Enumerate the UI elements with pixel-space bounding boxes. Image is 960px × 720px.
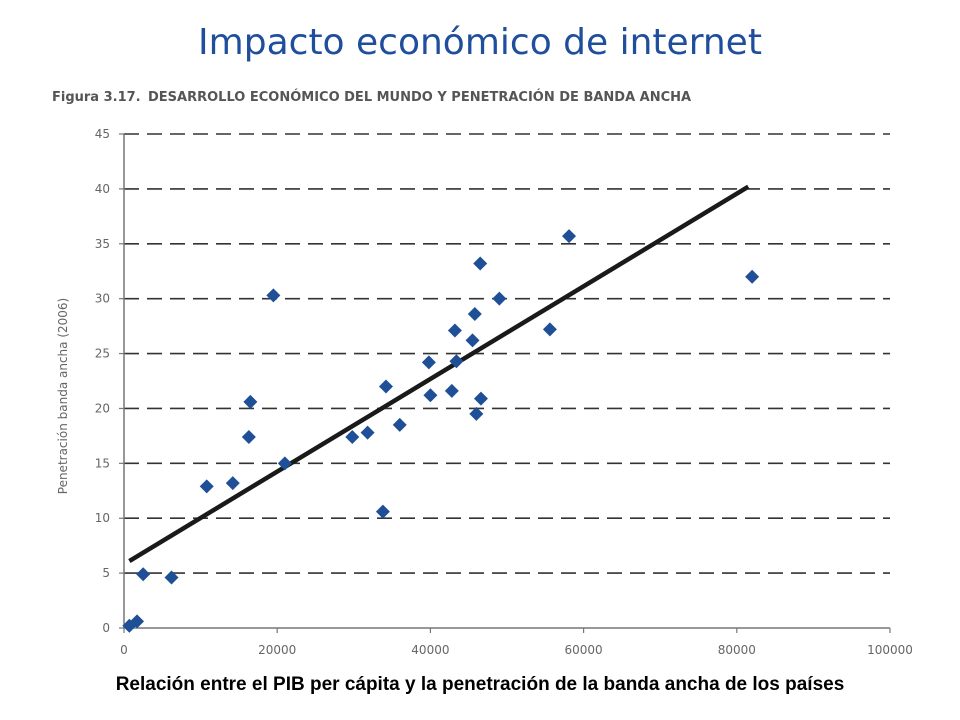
data-point	[130, 614, 145, 629]
data-point	[469, 406, 484, 421]
data-point	[542, 322, 557, 337]
x-tick-label: 40000	[411, 643, 449, 657]
data-point	[745, 269, 760, 284]
data-point	[447, 323, 462, 338]
x-tick-label: 60000	[565, 643, 603, 657]
data-point	[562, 229, 577, 244]
data-point	[375, 504, 390, 519]
data-point	[449, 354, 464, 369]
data-point	[421, 355, 436, 370]
slide-title: Impacto económico de internet	[198, 22, 762, 63]
data-point	[473, 256, 488, 271]
y-axis-title: Penetración banda ancha (2006)	[56, 298, 70, 494]
y-tick-label: 15	[95, 456, 110, 470]
y-tick-label: 5	[102, 566, 110, 580]
y-tick-label: 10	[95, 511, 110, 525]
slide-caption: Relación entre el PIB per cápita y la pe…	[115, 674, 845, 695]
y-tick-label: 35	[95, 237, 110, 251]
data-point	[492, 291, 507, 306]
y-tick-label: 30	[95, 292, 110, 306]
trendline	[128, 184, 750, 563]
y-tick-label: 25	[95, 347, 110, 361]
y-tick-label: 40	[95, 182, 110, 196]
data-point	[164, 570, 179, 585]
y-tick-label: 45	[95, 127, 110, 141]
data-point	[392, 417, 407, 432]
y-tick-label: 0	[102, 621, 110, 635]
x-tick-label: 20000	[258, 643, 296, 657]
data-point	[243, 394, 258, 409]
data-point	[473, 391, 488, 406]
x-tick-label: 0	[120, 643, 128, 657]
data-point	[241, 429, 256, 444]
figure-label: Figura 3.17.	[52, 90, 141, 105]
data-point	[225, 476, 240, 491]
data-point	[444, 383, 459, 398]
data-point	[136, 567, 151, 582]
chart-title: DESARROLLO ECONÓMICO DEL MUNDO Y PENETRA…	[148, 90, 692, 105]
data-point	[277, 456, 292, 471]
data-point	[378, 379, 393, 394]
data-point	[360, 425, 375, 440]
data-point	[423, 388, 438, 403]
x-tick-label: 100000	[867, 643, 913, 657]
data-point	[465, 333, 480, 348]
x-tick-label: 80000	[718, 643, 756, 657]
data-point	[345, 429, 360, 444]
data-point	[266, 288, 281, 303]
data-point	[199, 479, 214, 494]
data-point	[467, 307, 482, 322]
y-tick-label: 20	[95, 401, 110, 415]
